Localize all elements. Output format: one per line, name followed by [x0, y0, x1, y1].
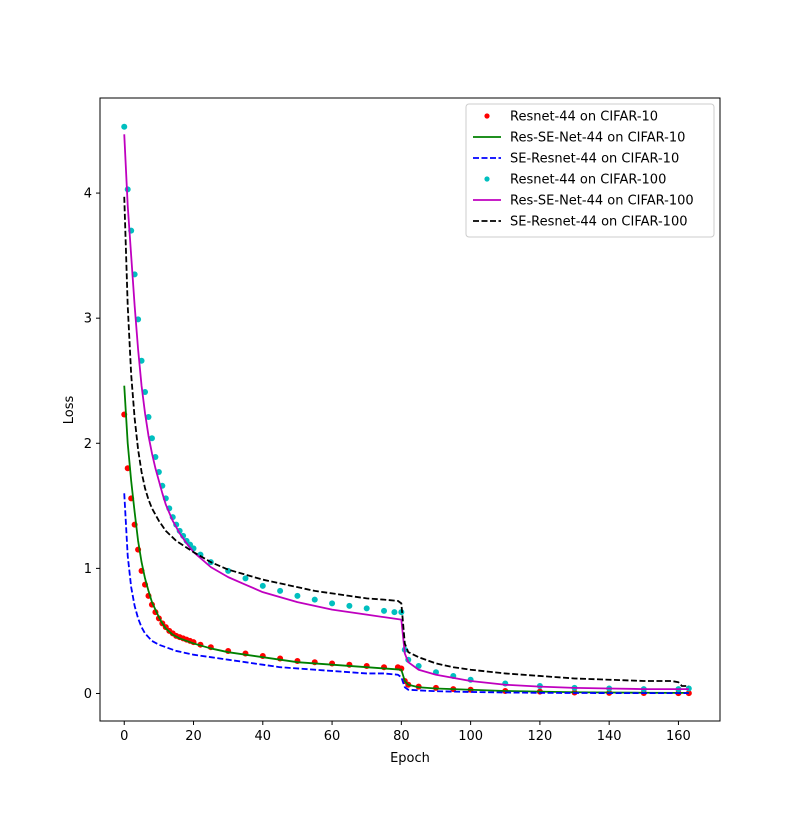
x-tick-label: 80 [393, 729, 410, 744]
data-point [391, 609, 398, 616]
y-tick-label: 1 [84, 562, 92, 577]
series-line [123, 493, 689, 694]
series-3 [123, 493, 689, 694]
legend-item: SE-Resnet-44 on CIFAR-100 [473, 215, 688, 230]
data-point [381, 607, 388, 614]
y-tick-label: 2 [84, 437, 92, 452]
y-axis: 0 1 2 3 4 [84, 187, 100, 702]
x-tick-label: 100 [458, 729, 483, 744]
legend-marker [484, 113, 490, 119]
series-layer [121, 123, 692, 697]
data-point [329, 600, 336, 607]
data-point [142, 388, 149, 395]
x-axis: 0 20 40 60 80 100 120 140 160 [120, 721, 691, 744]
series-line [123, 196, 689, 687]
series-line [123, 385, 689, 694]
data-point [121, 123, 128, 130]
data-point [242, 575, 249, 582]
plot-frame [99, 97, 721, 722]
y-tick-label: 4 [84, 187, 92, 202]
x-tick-label: 120 [527, 729, 552, 744]
series-5 [123, 134, 689, 690]
data-point [294, 592, 301, 599]
legend-box [465, 103, 715, 238]
data-point [363, 605, 370, 612]
legend-label: Res-SE-Net-44 on CIFAR-100 [510, 194, 694, 209]
legend-marker [484, 176, 490, 182]
y-tick-label: 3 [84, 312, 92, 327]
legend-label: Res-SE-Net-44 on CIFAR-10 [510, 131, 685, 146]
x-tick-label: 0 [120, 729, 128, 744]
legend: Resnet-44 on CIFAR-10 Res-SE-Net-44 on CI… [465, 103, 715, 238]
x-tick-label: 20 [185, 729, 202, 744]
y-axis-label: Loss [62, 396, 77, 425]
data-point [145, 414, 152, 421]
x-tick-label: 160 [666, 729, 691, 744]
legend-item: Resnet-44 on CIFAR-10 [484, 110, 658, 125]
legend-label: SE-Resnet-44 on CIFAR-100 [510, 215, 688, 230]
x-tick-label: 60 [324, 729, 341, 744]
legend-item: Res-SE-Net-44 on CIFAR-100 [473, 194, 694, 209]
series-line [123, 134, 689, 690]
data-point [259, 582, 266, 589]
x-tick-label: 40 [255, 729, 272, 744]
data-point [346, 602, 353, 609]
y-tick-label: 0 [84, 687, 92, 702]
legend-label: SE-Resnet-44 on CIFAR-10 [510, 152, 679, 167]
legend-label: Resnet-44 on CIFAR-100 [510, 173, 666, 188]
data-point [311, 596, 318, 603]
legend-item: Res-SE-Net-44 on CIFAR-10 [473, 131, 685, 146]
data-point [277, 587, 284, 594]
legend-label: Resnet-44 on CIFAR-10 [510, 110, 658, 125]
series-2 [123, 385, 689, 694]
x-tick-label: 140 [597, 729, 622, 744]
x-axis-label: Epoch [390, 751, 430, 766]
legend-item: Resnet-44 on CIFAR-100 [484, 173, 666, 188]
legend-item: SE-Resnet-44 on CIFAR-10 [473, 152, 679, 167]
series-6 [123, 196, 689, 687]
data-point [415, 662, 422, 669]
data-point [148, 435, 155, 442]
